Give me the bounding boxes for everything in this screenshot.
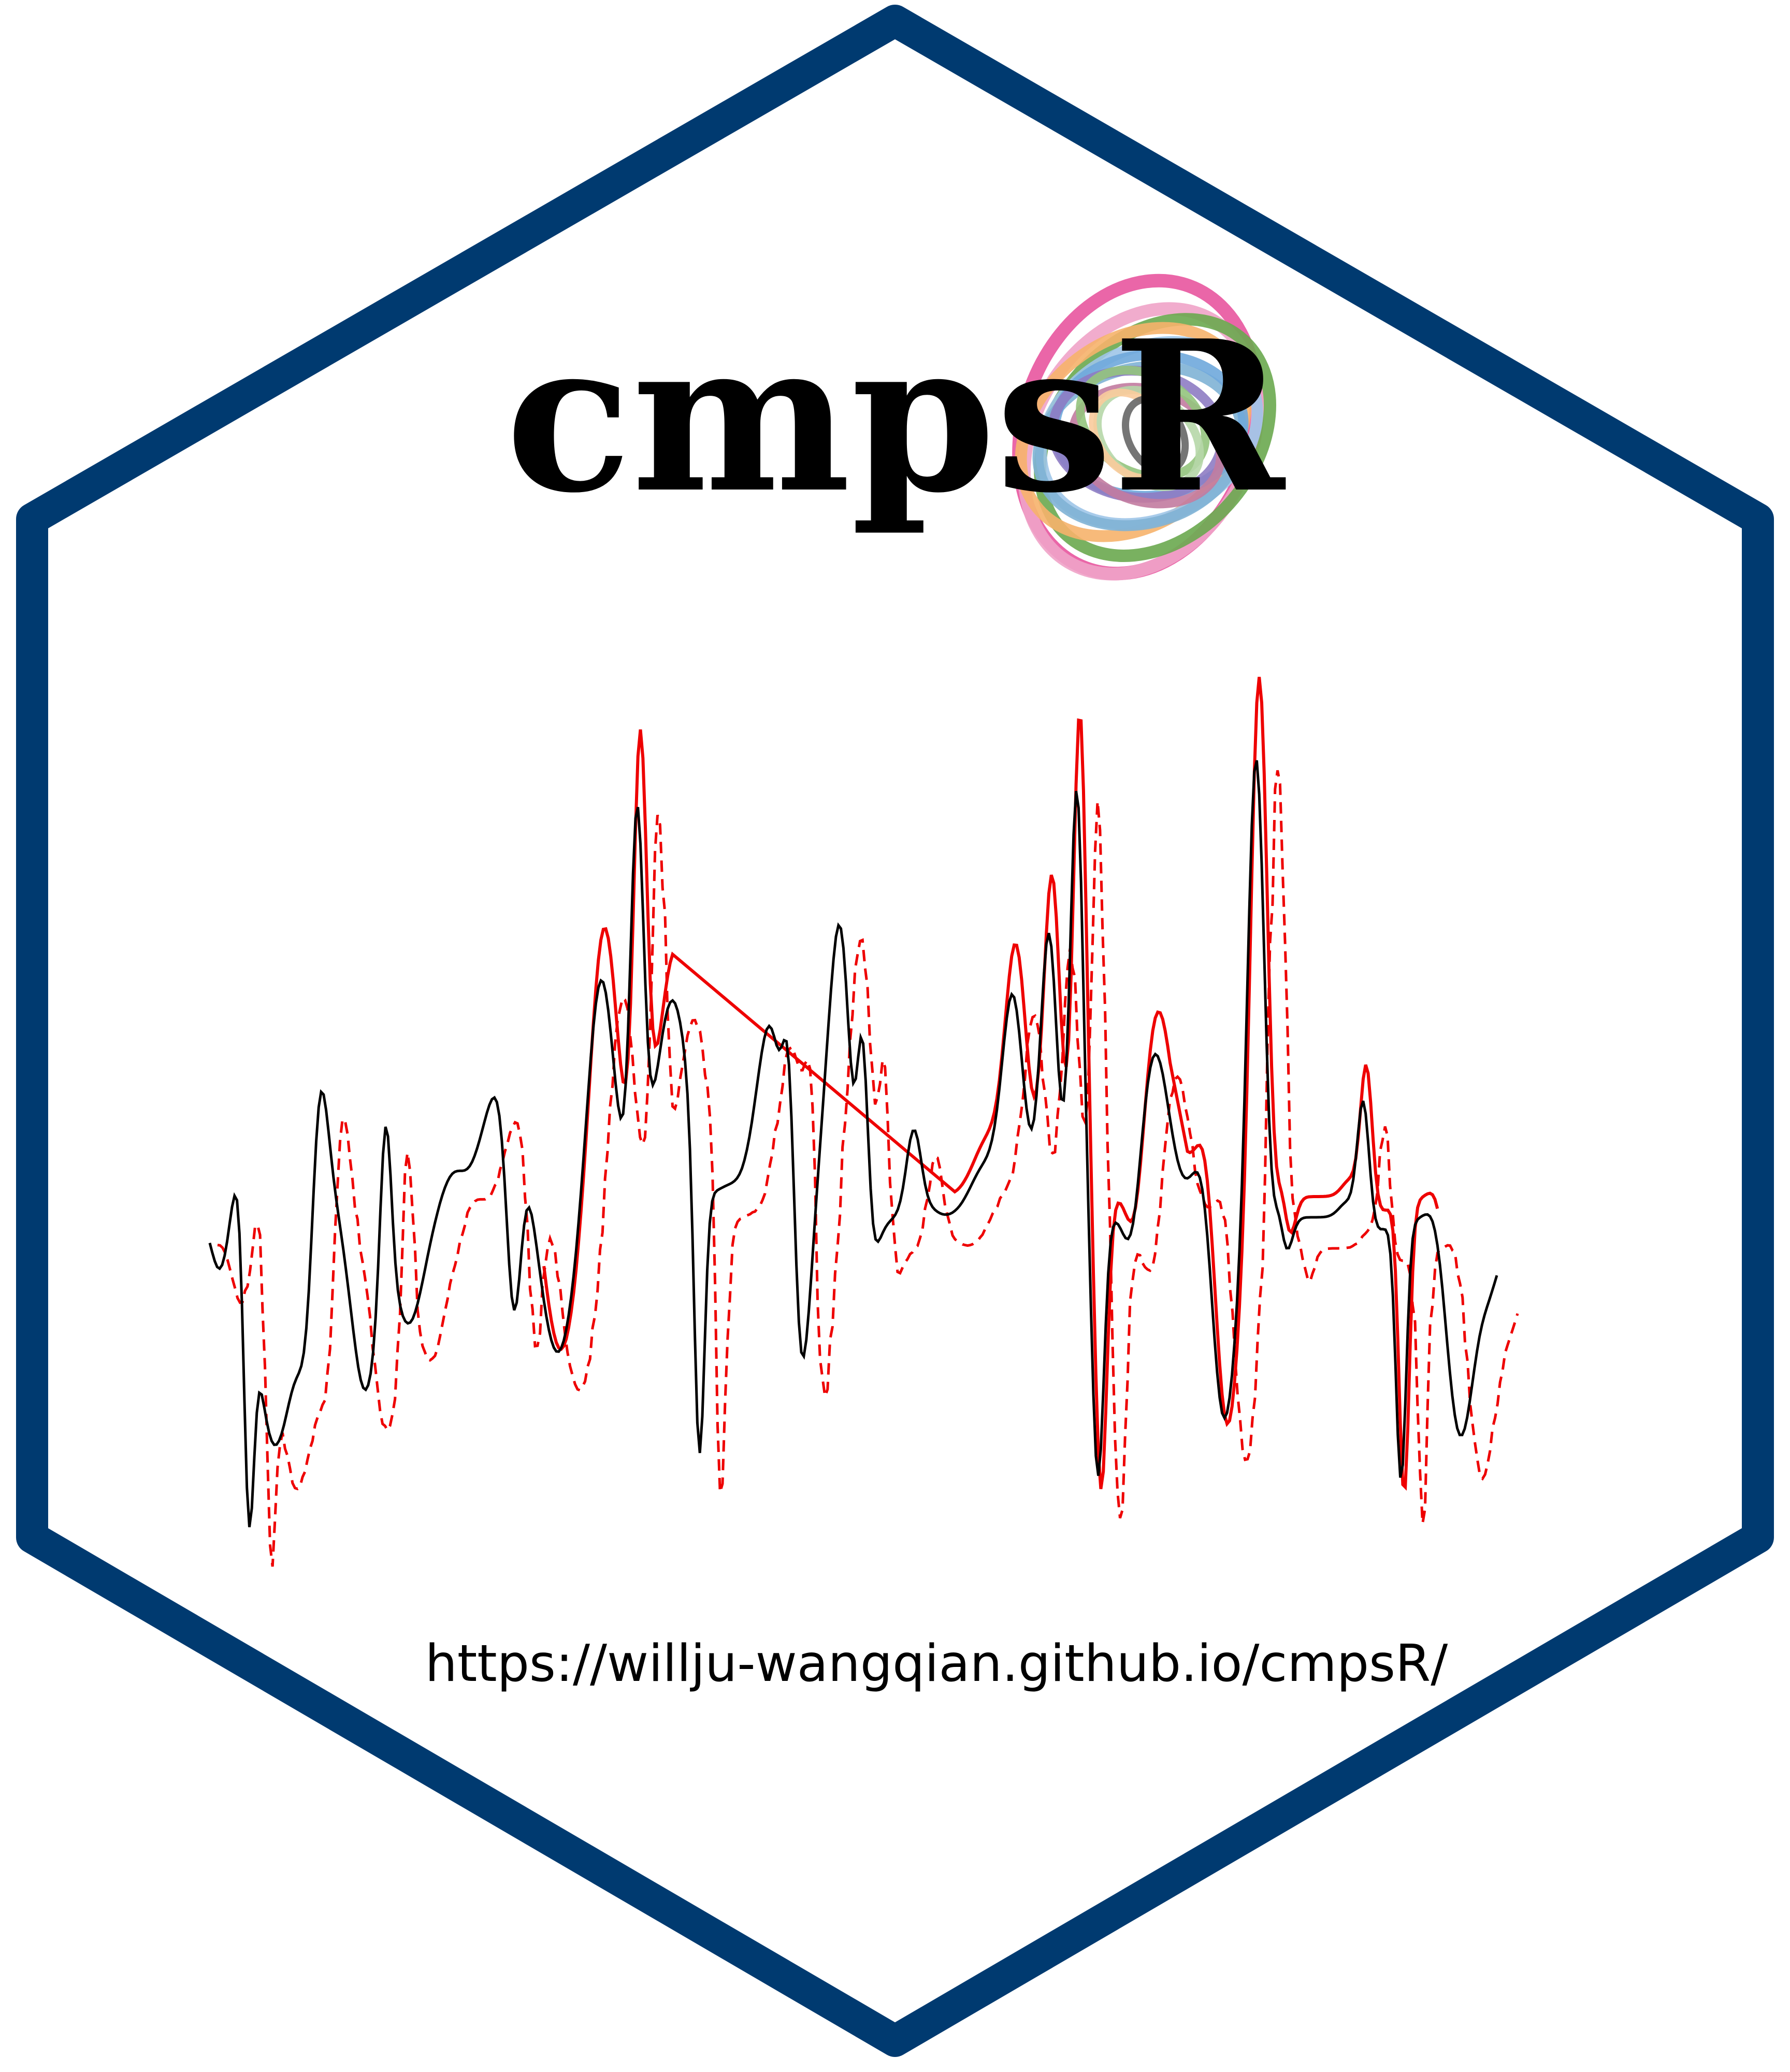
reference-signal-line	[208, 760, 1498, 1528]
spiral-ring	[1122, 395, 1189, 476]
package-url[interactable]: https://willju-wangqian.github.io/cmpsR/	[425, 1634, 1448, 1693]
signal-comparison-icon	[208, 677, 1519, 1567]
rainbow-spiral-icon	[1012, 274, 1276, 581]
matched-signal-line	[542, 677, 1439, 1491]
spiral-ring	[1068, 383, 1225, 509]
package-title: cmpsR	[506, 295, 1287, 539]
unmatched-signal-line	[217, 770, 1519, 1567]
hexagon-background	[32, 21, 1758, 2041]
hexagon-border	[16, 5, 1774, 2057]
